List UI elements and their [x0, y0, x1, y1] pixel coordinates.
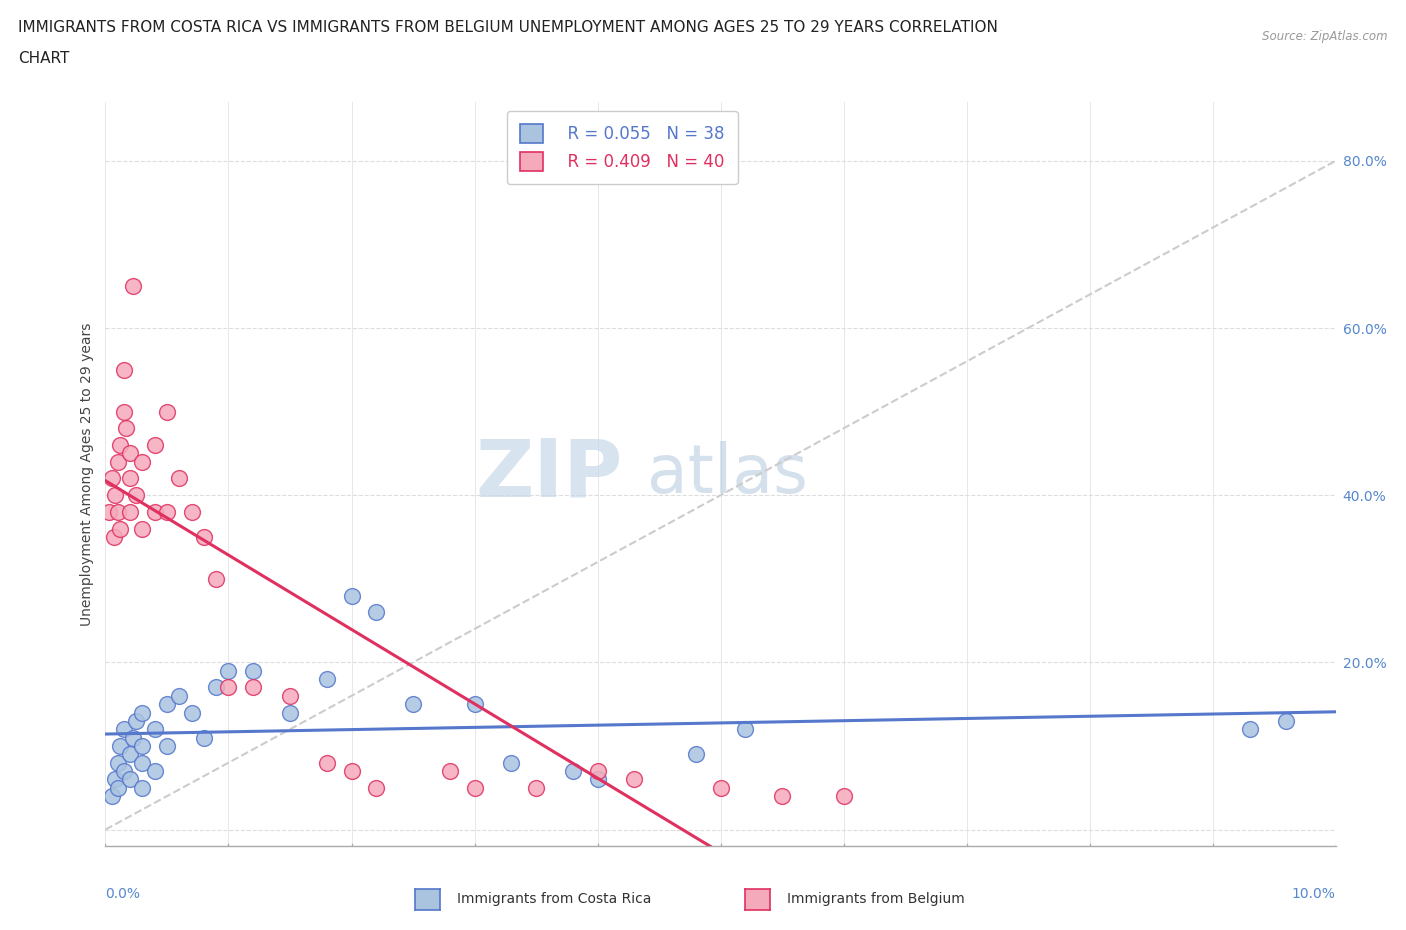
Point	[1239, 722, 1261, 737]
Point	[143, 504, 166, 519]
Point	[180, 705, 202, 720]
Point	[107, 504, 129, 519]
Legend:   R = 0.055   N = 38,   R = 0.409   N = 40: R = 0.055 N = 38, R = 0.409 N = 40	[506, 111, 738, 184]
Point	[103, 529, 125, 544]
Point	[125, 487, 148, 502]
Text: Immigrants from Belgium: Immigrants from Belgium	[787, 892, 965, 907]
Point	[110, 738, 132, 753]
Point	[100, 789, 122, 804]
Point	[402, 697, 425, 711]
Point	[340, 764, 363, 778]
Point	[180, 504, 202, 519]
Point	[156, 738, 179, 753]
Point	[121, 279, 143, 294]
Point	[278, 705, 301, 720]
Text: ZIP: ZIP	[475, 435, 621, 513]
Point	[143, 764, 166, 778]
Text: Immigrants from Costa Rica: Immigrants from Costa Rica	[457, 892, 651, 907]
Point	[120, 471, 141, 485]
Point	[112, 764, 135, 778]
Point	[156, 504, 179, 519]
Point	[143, 438, 166, 453]
Point	[586, 772, 609, 787]
Point	[586, 764, 609, 778]
Point	[131, 455, 153, 470]
Point	[112, 405, 135, 419]
Point	[685, 747, 707, 762]
Point	[121, 730, 143, 745]
Point	[169, 688, 191, 703]
Text: CHART: CHART	[18, 51, 70, 66]
Point	[193, 730, 215, 745]
Point	[131, 705, 153, 720]
Point	[623, 772, 645, 787]
Text: atlas: atlas	[647, 442, 807, 507]
Y-axis label: Unemployment Among Ages 25 to 29 years: Unemployment Among Ages 25 to 29 years	[80, 323, 94, 626]
Point	[110, 521, 132, 536]
Point	[125, 713, 148, 728]
Point	[501, 755, 523, 770]
Point	[242, 680, 264, 695]
Point	[439, 764, 461, 778]
Text: Source: ZipAtlas.com: Source: ZipAtlas.com	[1263, 30, 1388, 43]
Point	[464, 780, 486, 795]
Point	[131, 521, 153, 536]
Point	[710, 780, 733, 795]
Point	[98, 504, 121, 519]
Point	[524, 780, 547, 795]
Point	[205, 571, 228, 586]
Point	[107, 755, 129, 770]
Point	[734, 722, 756, 737]
Point	[131, 755, 153, 770]
Point	[315, 671, 337, 686]
Point	[112, 722, 135, 737]
Point	[464, 697, 486, 711]
Point	[366, 604, 388, 619]
Point	[107, 455, 129, 470]
Point	[218, 680, 240, 695]
Point	[107, 780, 129, 795]
Point	[832, 789, 855, 804]
Text: IMMIGRANTS FROM COSTA RICA VS IMMIGRANTS FROM BELGIUM UNEMPLOYMENT AMONG AGES 25: IMMIGRANTS FROM COSTA RICA VS IMMIGRANTS…	[18, 20, 998, 35]
Point	[131, 738, 153, 753]
Point	[110, 438, 132, 453]
Point	[193, 529, 215, 544]
Point	[218, 663, 240, 678]
Point	[112, 363, 135, 378]
Point	[315, 755, 337, 770]
Point	[156, 697, 179, 711]
Point	[562, 764, 585, 778]
Point	[104, 772, 127, 787]
Point	[115, 421, 138, 436]
Point	[770, 789, 793, 804]
Point	[120, 504, 141, 519]
Point	[120, 446, 141, 461]
Point	[205, 680, 228, 695]
Point	[340, 588, 363, 603]
Point	[242, 663, 264, 678]
Point	[169, 471, 191, 485]
Point	[131, 780, 153, 795]
Point	[120, 747, 141, 762]
Point	[100, 471, 122, 485]
Point	[143, 722, 166, 737]
Text: 10.0%: 10.0%	[1292, 887, 1336, 901]
Text: 0.0%: 0.0%	[105, 887, 141, 901]
Point	[104, 487, 127, 502]
Point	[366, 780, 388, 795]
Point	[278, 688, 301, 703]
Point	[1275, 713, 1298, 728]
Point	[120, 772, 141, 787]
Point	[156, 405, 179, 419]
